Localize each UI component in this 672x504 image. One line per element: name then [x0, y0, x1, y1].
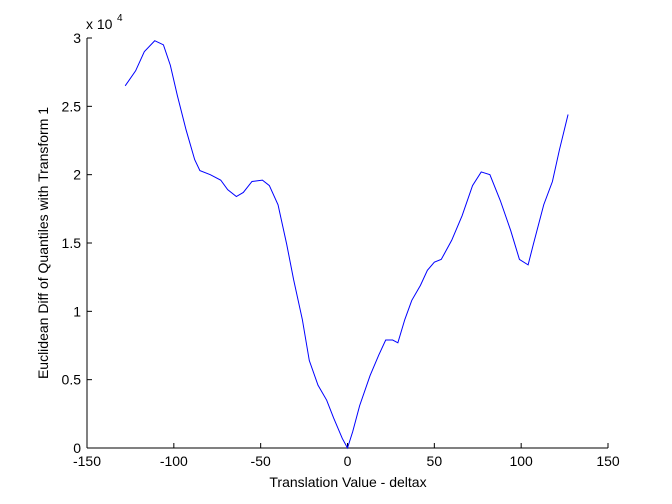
- y-axis-label: Euclidean Diff of Quantiles with Transfo…: [35, 107, 51, 379]
- y-tick-label: 1.5: [62, 235, 82, 251]
- y-tick-label: 1: [73, 303, 81, 319]
- x-tick-label: 0: [344, 453, 352, 469]
- y-tick-label: 2.5: [62, 98, 82, 114]
- x-tick-label: -50: [251, 453, 271, 469]
- x-tick-label: -100: [160, 453, 188, 469]
- x-tick-label: 50: [427, 453, 443, 469]
- y-tick-label: 2: [73, 167, 81, 183]
- line: [124, 40, 569, 450]
- y-tick-label: 3: [73, 30, 81, 46]
- x-tick-label: 100: [509, 453, 533, 469]
- y-multiplier-exponent: 4: [117, 13, 123, 24]
- y-multiplier: x 10: [86, 16, 113, 32]
- y-tick-label: 0.5: [62, 372, 82, 388]
- x-tick-label: -150: [73, 453, 101, 469]
- x-axis-label: Translation Value - deltax: [269, 474, 426, 490]
- y-tick-label: 0: [73, 440, 81, 456]
- x-tick-label: 150: [596, 453, 620, 469]
